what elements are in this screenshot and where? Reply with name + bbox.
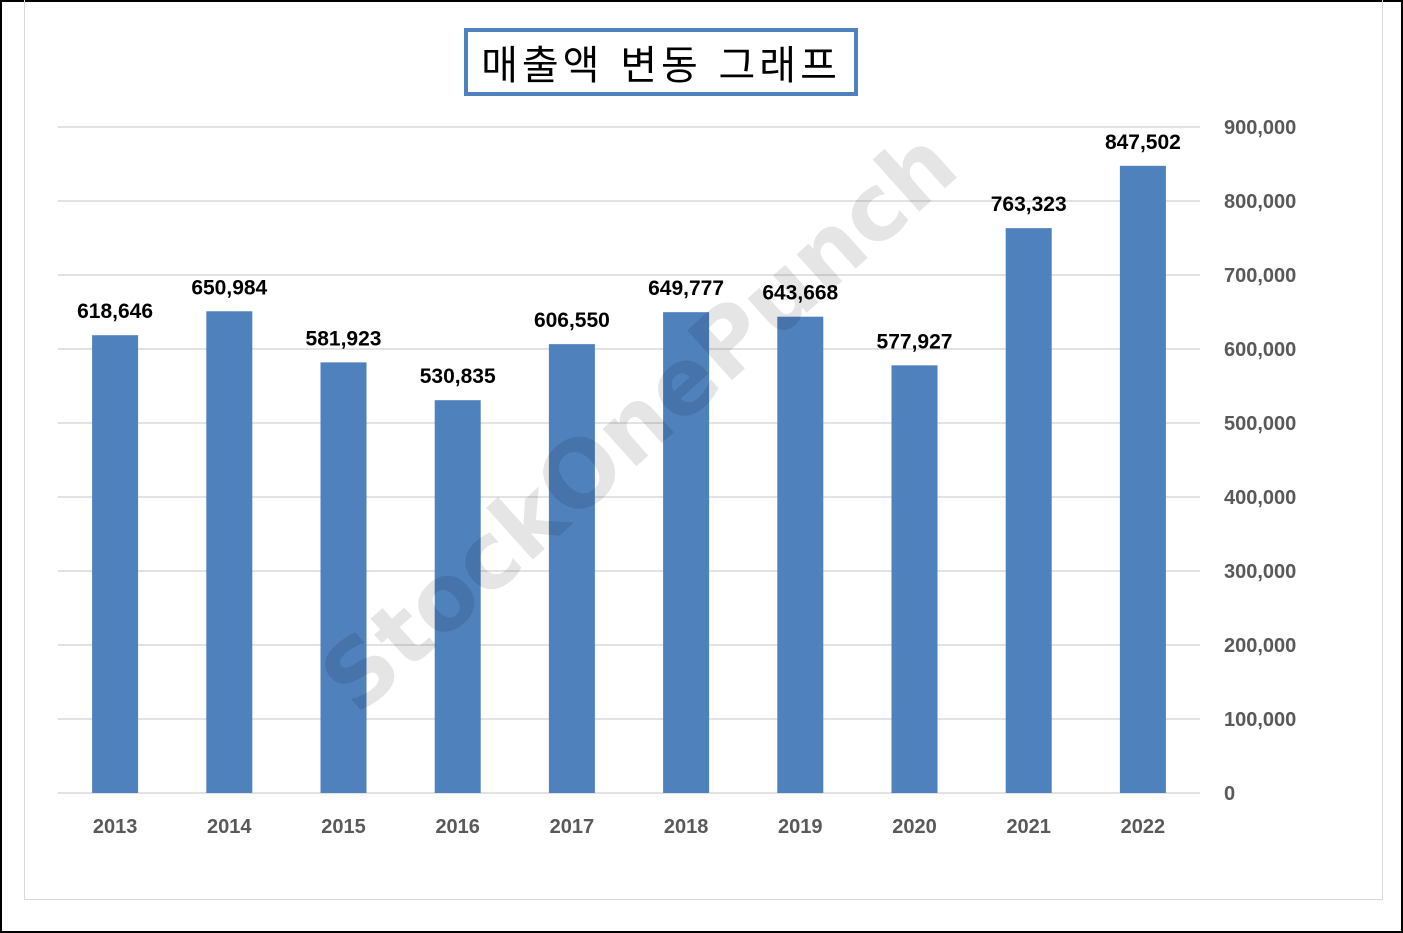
y-tick-label: 500,000 xyxy=(1224,413,1296,435)
bar xyxy=(663,312,710,793)
data-label: 581,923 xyxy=(306,327,382,350)
x-axis-ticks: 2013 2014 2015 2016 2017 2018 2019 2020 2021 2022 xyxy=(93,816,1165,838)
y-axis-ticks: 0 100,000 200,000 300,000 400,000 500,000 600,… xyxy=(1224,117,1296,805)
x-tick-label: 2016 xyxy=(435,816,480,838)
x-tick-label: 2015 xyxy=(321,816,366,838)
x-tick-label: 2017 xyxy=(550,816,595,838)
bar xyxy=(320,362,367,793)
data-label: 606,550 xyxy=(534,309,610,332)
chart-title: 매출액 변동 그래프 xyxy=(481,43,841,89)
data-label: 763,323 xyxy=(991,193,1067,216)
y-tick-label: 700,000 xyxy=(1224,265,1296,287)
bar xyxy=(1119,165,1166,794)
y-tick-label: 300,000 xyxy=(1224,561,1296,583)
bar xyxy=(1005,228,1052,793)
chart-title-box: 매출액 변동 그래프 xyxy=(464,28,858,96)
bar xyxy=(777,316,824,793)
bar xyxy=(434,400,481,793)
y-tick-label: 600,000 xyxy=(1224,339,1296,361)
data-label: 530,835 xyxy=(420,365,496,388)
data-labels: 618,646 650,984 581,923 530,835 606,550 649,7… xyxy=(77,131,1181,388)
y-tick-label: 200,000 xyxy=(1224,635,1296,657)
data-label: 618,646 xyxy=(77,300,153,323)
data-label: 643,668 xyxy=(762,282,838,305)
x-tick-label: 2021 xyxy=(1006,816,1051,838)
x-tick-label: 2020 xyxy=(892,816,937,838)
data-label: 847,502 xyxy=(1105,131,1181,154)
bar xyxy=(891,365,938,793)
y-tick-label: 100,000 xyxy=(1224,709,1296,731)
bar xyxy=(548,344,595,793)
x-tick-label: 2022 xyxy=(1121,816,1166,838)
data-label: 650,984 xyxy=(191,276,267,299)
data-label: 577,927 xyxy=(877,330,953,353)
x-tick-label: 2013 xyxy=(93,816,138,838)
y-tick-label: 800,000 xyxy=(1224,191,1296,213)
y-tick-label: 400,000 xyxy=(1224,487,1296,509)
y-tick-label: 900,000 xyxy=(1224,117,1296,139)
x-tick-label: 2014 xyxy=(207,816,252,838)
x-tick-label: 2018 xyxy=(664,816,709,838)
y-tick-label: 0 xyxy=(1224,783,1235,805)
data-label: 649,777 xyxy=(648,277,724,300)
x-tick-label: 2019 xyxy=(778,816,823,838)
bars xyxy=(92,165,1166,794)
bar xyxy=(92,335,139,793)
chart-area-border xyxy=(24,0,1383,900)
watermark: StockOnePunch xyxy=(301,110,977,734)
bar xyxy=(206,311,253,793)
